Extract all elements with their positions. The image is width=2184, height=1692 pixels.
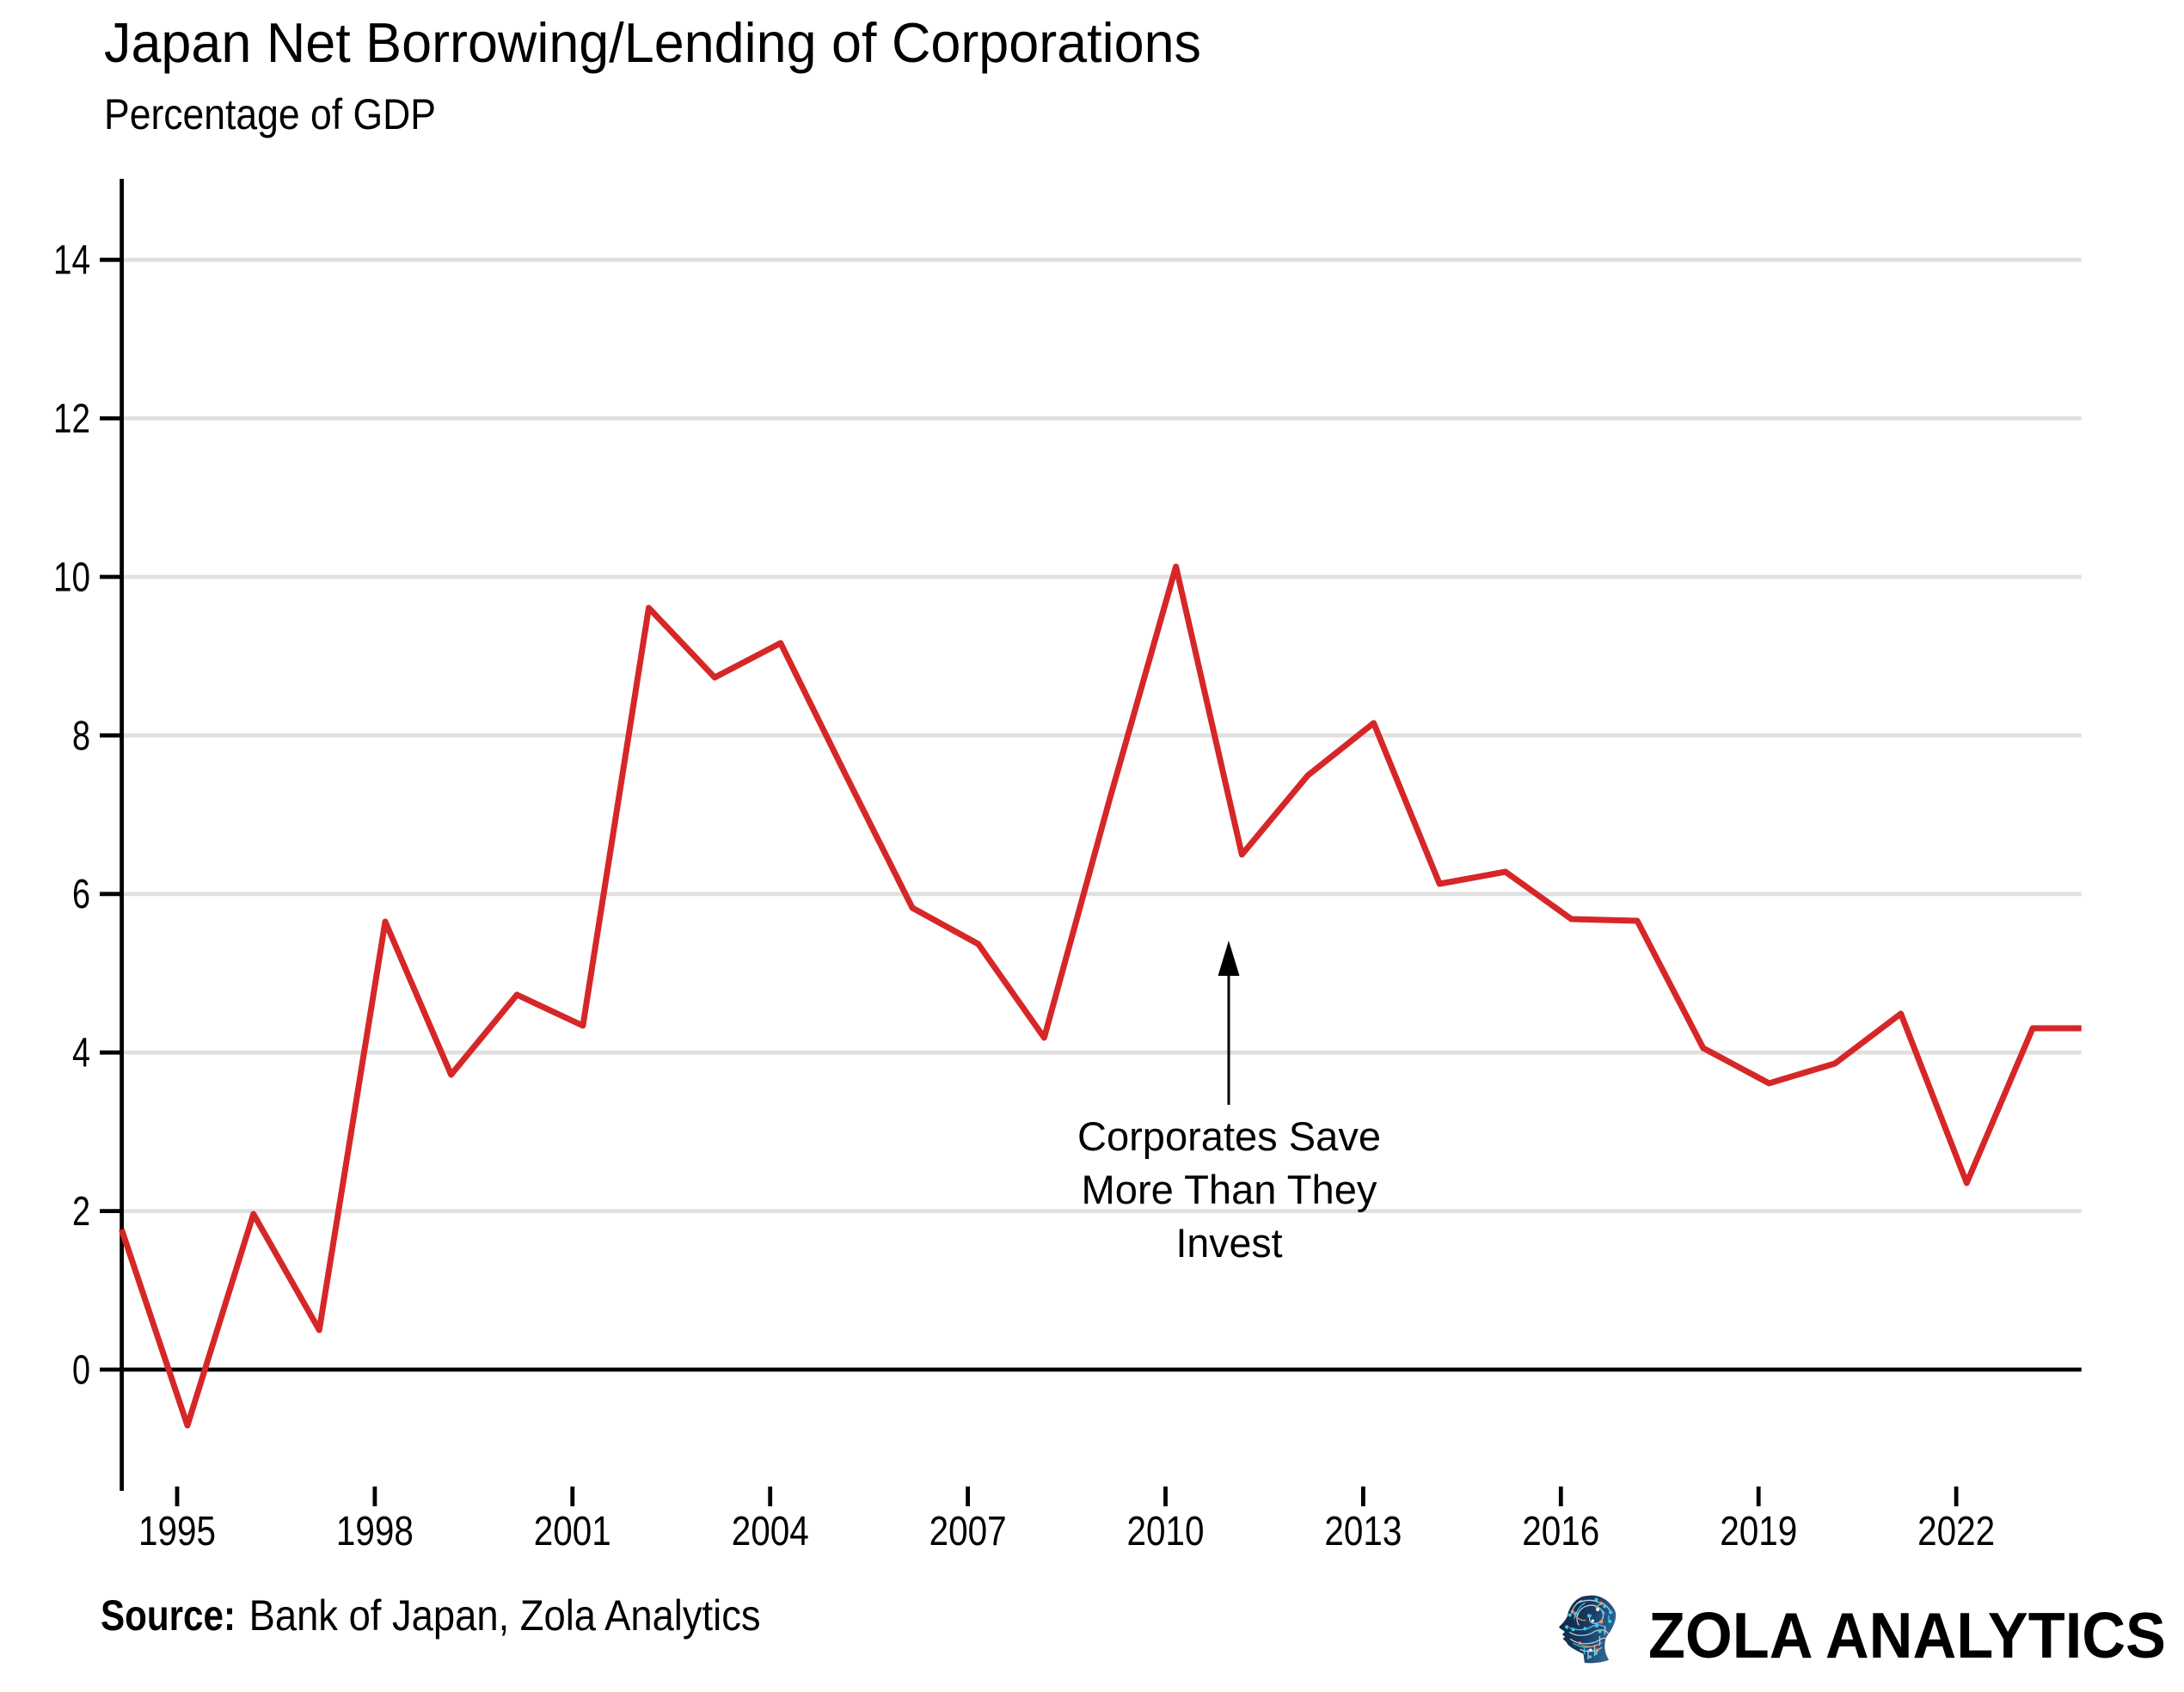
svg-text:1995: 1995 <box>138 1509 216 1554</box>
svg-text:2: 2 <box>72 1189 90 1235</box>
svg-text:2001: 2001 <box>534 1509 611 1554</box>
svg-text:Japan Net Borrowing/Lending of: Japan Net Borrowing/Lending of Corporati… <box>104 11 1201 74</box>
svg-text:0: 0 <box>72 1347 90 1393</box>
svg-text:1998: 1998 <box>336 1509 414 1554</box>
svg-text:12: 12 <box>53 396 90 442</box>
svg-text:2019: 2019 <box>1720 1509 1797 1554</box>
svg-text:14: 14 <box>53 238 90 284</box>
svg-text:6: 6 <box>72 872 90 917</box>
svg-text:Percentage of GDP: Percentage of GDP <box>104 90 436 138</box>
svg-text:ZOLA ANALYTICS: ZOLA ANALYTICS <box>1648 1599 2166 1671</box>
svg-text:2004: 2004 <box>732 1509 809 1554</box>
svg-text:Source:Bank of Japan, Zola Ana: Source: Bank of Japan, Zola Analytics <box>101 1591 761 1640</box>
svg-text:Corporates Save: Corporates Save <box>1077 1113 1381 1159</box>
svg-text:8: 8 <box>72 714 90 759</box>
svg-text:2010: 2010 <box>1127 1509 1205 1554</box>
svg-text:Invest: Invest <box>1176 1220 1283 1266</box>
svg-text:2007: 2007 <box>929 1509 1007 1554</box>
svg-text:More Than They: More Than They <box>1082 1167 1377 1212</box>
svg-text:2022: 2022 <box>1917 1509 1995 1554</box>
svg-text:2016: 2016 <box>1522 1509 1599 1554</box>
svg-text:10: 10 <box>53 555 90 600</box>
svg-text:4: 4 <box>72 1031 90 1076</box>
svg-text:2013: 2013 <box>1324 1509 1402 1554</box>
